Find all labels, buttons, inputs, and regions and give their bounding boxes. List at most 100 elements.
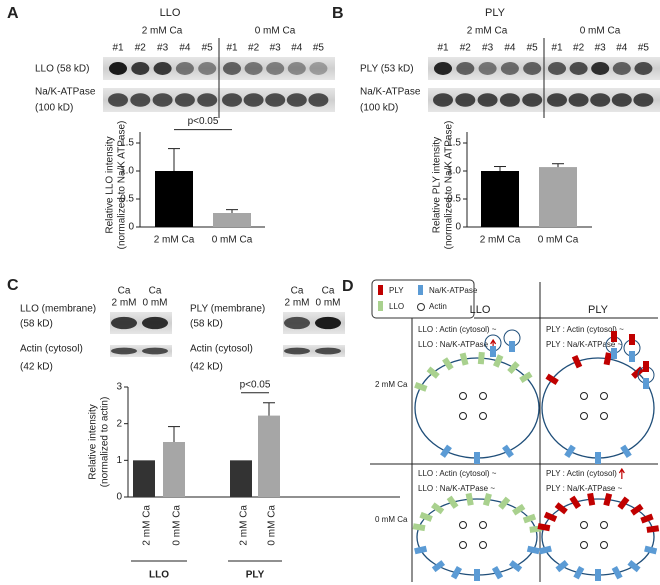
membrane-protein (595, 452, 601, 464)
blot-band (197, 93, 218, 107)
actin (479, 412, 487, 420)
actin (479, 521, 487, 529)
membrane-protein (493, 354, 504, 368)
lane-label: #2 (248, 43, 260, 54)
y-tick-label: 0.5 (447, 194, 461, 205)
membrane-protein (507, 361, 520, 375)
membrane-protein (603, 493, 613, 507)
row-header: 0 mM Ca (375, 515, 408, 524)
legend-swatch (378, 285, 383, 295)
membrane-protein (643, 361, 649, 372)
membrane-protein (617, 496, 630, 510)
membrane-protein (431, 502, 445, 515)
group-label: 0 mM Ca (580, 26, 621, 37)
y-axis-label: Relative PLY intensity (432, 137, 443, 233)
membrane-protein (509, 341, 515, 352)
blot-band (142, 347, 168, 355)
increase-arrow (618, 467, 625, 479)
y-axis-label: (normalized to actin) (100, 397, 111, 488)
membrane-protein (512, 503, 526, 516)
row-label: LLO (58 kD) (35, 64, 89, 75)
row-label: Na/K-ATPase (35, 87, 96, 98)
y-tick-label: 2 (116, 418, 122, 429)
blot-band (548, 62, 566, 75)
membrane-protein (440, 444, 452, 458)
actin (580, 412, 588, 420)
membrane-protein (630, 503, 644, 516)
row-label: (58 kD) (190, 319, 223, 330)
membrane-protein (571, 354, 583, 369)
lane-header: Ca (322, 286, 335, 297)
blot-band (243, 93, 264, 107)
blot-band (478, 62, 497, 75)
cell-text: PLY : Actin (cytosol) (546, 469, 617, 478)
blot-band (568, 93, 589, 107)
blot-band (111, 316, 137, 330)
legend-label: PLY (389, 286, 404, 295)
panel-letter: D (342, 278, 354, 295)
membrane-protein (629, 334, 635, 345)
bar (481, 171, 519, 227)
y-tick-label: 1.0 (447, 166, 461, 177)
blot-band (266, 62, 285, 75)
membrane-protein (640, 513, 654, 524)
blot-band (634, 62, 653, 75)
x-tick-label: 0 mM Ca (212, 235, 253, 246)
membrane-protein (611, 331, 617, 342)
lane-label: #1 (551, 43, 563, 54)
membrane-protein (431, 560, 446, 573)
actin (459, 392, 467, 400)
actin (459, 412, 467, 420)
x-tick-label: 2 mM Ca (480, 235, 521, 246)
membrane-protein (414, 381, 428, 392)
cell-text: LLO : Na/K-ATPase ~ (418, 484, 495, 493)
actin (600, 521, 608, 529)
membrane-protein (564, 444, 576, 458)
actin (459, 541, 467, 549)
membrane-protein (414, 545, 428, 555)
y-tick-label: 0 (128, 222, 134, 233)
row-label: (100 kD) (360, 103, 398, 114)
group-label: LLO (149, 570, 169, 581)
blot-band (434, 62, 452, 75)
bar (230, 460, 252, 497)
group-label: PLY (246, 570, 265, 581)
blot-band (111, 347, 137, 355)
row-header: 2 mM Ca (375, 380, 408, 389)
membrane-protein (426, 366, 440, 379)
lane-label: #5 (313, 43, 325, 54)
blot-band (433, 93, 453, 107)
lane-label: #3 (270, 43, 282, 54)
y-tick-label: 0 (455, 222, 461, 233)
x-tick-label: 2 mM Ca (142, 505, 153, 546)
lane-label: #3 (157, 43, 169, 54)
membrane-protein (491, 566, 504, 580)
y-axis-label: (normalized to Na/K ATPase) (117, 121, 128, 250)
actin (479, 392, 487, 400)
membrane-protein (573, 566, 585, 580)
row-label: PLY (membrane) (190, 304, 265, 315)
row-label: (42 kD) (190, 362, 223, 373)
blot-band (499, 93, 520, 107)
membrane-protein (465, 492, 474, 506)
column-header: LLO (470, 304, 491, 316)
membrane-protein (543, 511, 558, 522)
legend-swatch (378, 301, 383, 311)
cell-text: PLY : Na/K-ATPase ~ (546, 484, 623, 493)
lane-header: Ca (291, 286, 304, 297)
lane-label: #2 (573, 43, 585, 54)
membrane-protein (611, 348, 617, 359)
row-label: (58 kD) (20, 319, 53, 330)
bar (213, 213, 251, 227)
membrane-protein (545, 373, 559, 386)
membrane-protein (446, 495, 459, 509)
membrane-protein (442, 357, 454, 371)
legend-box (371, 279, 475, 319)
actin (479, 541, 487, 549)
cell-text: LLO : Actin (cytosol) ~ (418, 325, 497, 334)
legend-swatch (417, 303, 425, 311)
x-tick-label: 2 mM Ca (154, 235, 195, 246)
blot-band (152, 93, 173, 107)
lane-label: #3 (595, 43, 607, 54)
blot-band (198, 62, 217, 75)
